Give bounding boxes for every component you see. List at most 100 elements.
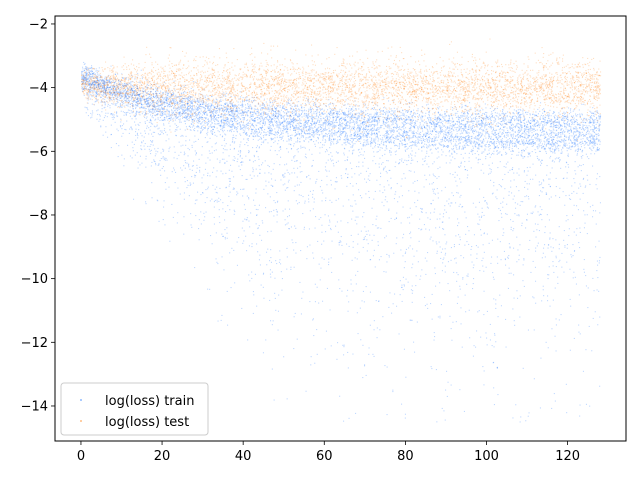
train-point bbox=[457, 274, 459, 276]
train-point bbox=[352, 110, 354, 112]
train-point bbox=[401, 142, 403, 144]
train-point bbox=[358, 113, 360, 115]
train-point bbox=[233, 130, 235, 132]
train-point bbox=[257, 135, 259, 137]
train-point bbox=[459, 117, 461, 119]
train-point bbox=[433, 125, 435, 127]
train-point bbox=[564, 145, 566, 147]
train-point bbox=[263, 105, 265, 107]
train-point bbox=[190, 110, 192, 112]
train-point bbox=[254, 105, 256, 107]
train-point bbox=[529, 166, 531, 168]
train-point bbox=[473, 264, 475, 266]
train-point bbox=[229, 114, 231, 116]
train-point bbox=[502, 113, 504, 115]
train-point bbox=[148, 93, 150, 95]
train-point bbox=[243, 124, 245, 126]
train-point bbox=[305, 114, 307, 116]
train-point bbox=[360, 172, 362, 174]
train-point bbox=[328, 224, 330, 226]
train-point bbox=[596, 111, 598, 113]
train-point bbox=[97, 79, 99, 81]
train-point bbox=[149, 104, 151, 106]
train-point bbox=[401, 119, 403, 121]
train-point bbox=[246, 122, 248, 124]
train-point bbox=[456, 148, 458, 150]
train-point bbox=[137, 167, 139, 169]
train-point bbox=[401, 135, 403, 137]
train-point bbox=[426, 140, 428, 142]
train-point bbox=[582, 155, 584, 157]
train-point bbox=[116, 85, 118, 87]
train-point bbox=[578, 147, 580, 149]
train-point bbox=[287, 100, 289, 102]
train-point bbox=[329, 124, 331, 126]
train-point bbox=[267, 248, 269, 250]
train-point bbox=[149, 111, 151, 113]
train-point bbox=[161, 108, 163, 110]
train-point bbox=[150, 94, 152, 96]
train-point bbox=[110, 113, 112, 115]
train-point bbox=[254, 118, 256, 120]
train-point bbox=[91, 89, 93, 91]
train-point bbox=[479, 270, 481, 272]
train-point bbox=[98, 70, 100, 72]
train-point bbox=[147, 99, 149, 101]
train-point bbox=[144, 114, 146, 116]
train-point bbox=[210, 235, 212, 237]
train-point bbox=[181, 103, 183, 105]
train-point bbox=[99, 78, 101, 80]
train-point bbox=[161, 104, 163, 106]
train-point bbox=[159, 110, 161, 112]
train-point bbox=[82, 68, 84, 70]
train-point bbox=[391, 142, 393, 144]
train-point bbox=[190, 123, 192, 125]
train-point bbox=[485, 121, 487, 123]
train-point bbox=[515, 141, 517, 143]
train-point bbox=[116, 83, 118, 85]
train-point bbox=[341, 126, 343, 128]
train-point bbox=[204, 112, 206, 114]
train-point bbox=[545, 151, 547, 153]
train-point bbox=[315, 130, 317, 132]
train-point bbox=[421, 115, 423, 117]
train-point bbox=[348, 121, 350, 123]
train-point bbox=[343, 147, 345, 149]
train-point bbox=[270, 121, 272, 123]
train-point bbox=[492, 192, 494, 194]
train-point bbox=[312, 136, 314, 138]
train-point bbox=[116, 94, 118, 96]
train-point bbox=[469, 142, 471, 144]
train-point bbox=[86, 66, 88, 68]
train-point bbox=[496, 112, 498, 114]
train-point bbox=[563, 230, 565, 232]
train-point bbox=[293, 115, 295, 117]
train-point bbox=[229, 114, 231, 116]
train-point bbox=[511, 168, 513, 170]
train-point bbox=[447, 122, 449, 124]
train-point bbox=[256, 108, 258, 110]
train-point bbox=[237, 192, 239, 194]
train-point bbox=[290, 104, 292, 106]
train-point bbox=[235, 137, 237, 139]
train-point bbox=[191, 117, 193, 119]
train-point bbox=[540, 184, 542, 186]
train-point bbox=[85, 88, 87, 90]
train-point bbox=[212, 129, 214, 131]
train-point bbox=[128, 100, 130, 102]
train-point bbox=[576, 129, 578, 131]
train-point bbox=[139, 99, 141, 101]
train-point bbox=[384, 365, 386, 367]
train-point bbox=[238, 237, 240, 239]
train-point bbox=[119, 125, 121, 127]
train-point bbox=[123, 89, 125, 91]
train-point bbox=[528, 183, 530, 185]
train-point bbox=[223, 122, 225, 124]
train-point bbox=[374, 119, 376, 121]
train-point bbox=[250, 122, 252, 124]
train-point bbox=[308, 129, 310, 131]
train-point bbox=[401, 403, 403, 405]
train-point bbox=[222, 131, 224, 133]
train-point bbox=[520, 154, 522, 156]
train-point bbox=[461, 148, 463, 150]
